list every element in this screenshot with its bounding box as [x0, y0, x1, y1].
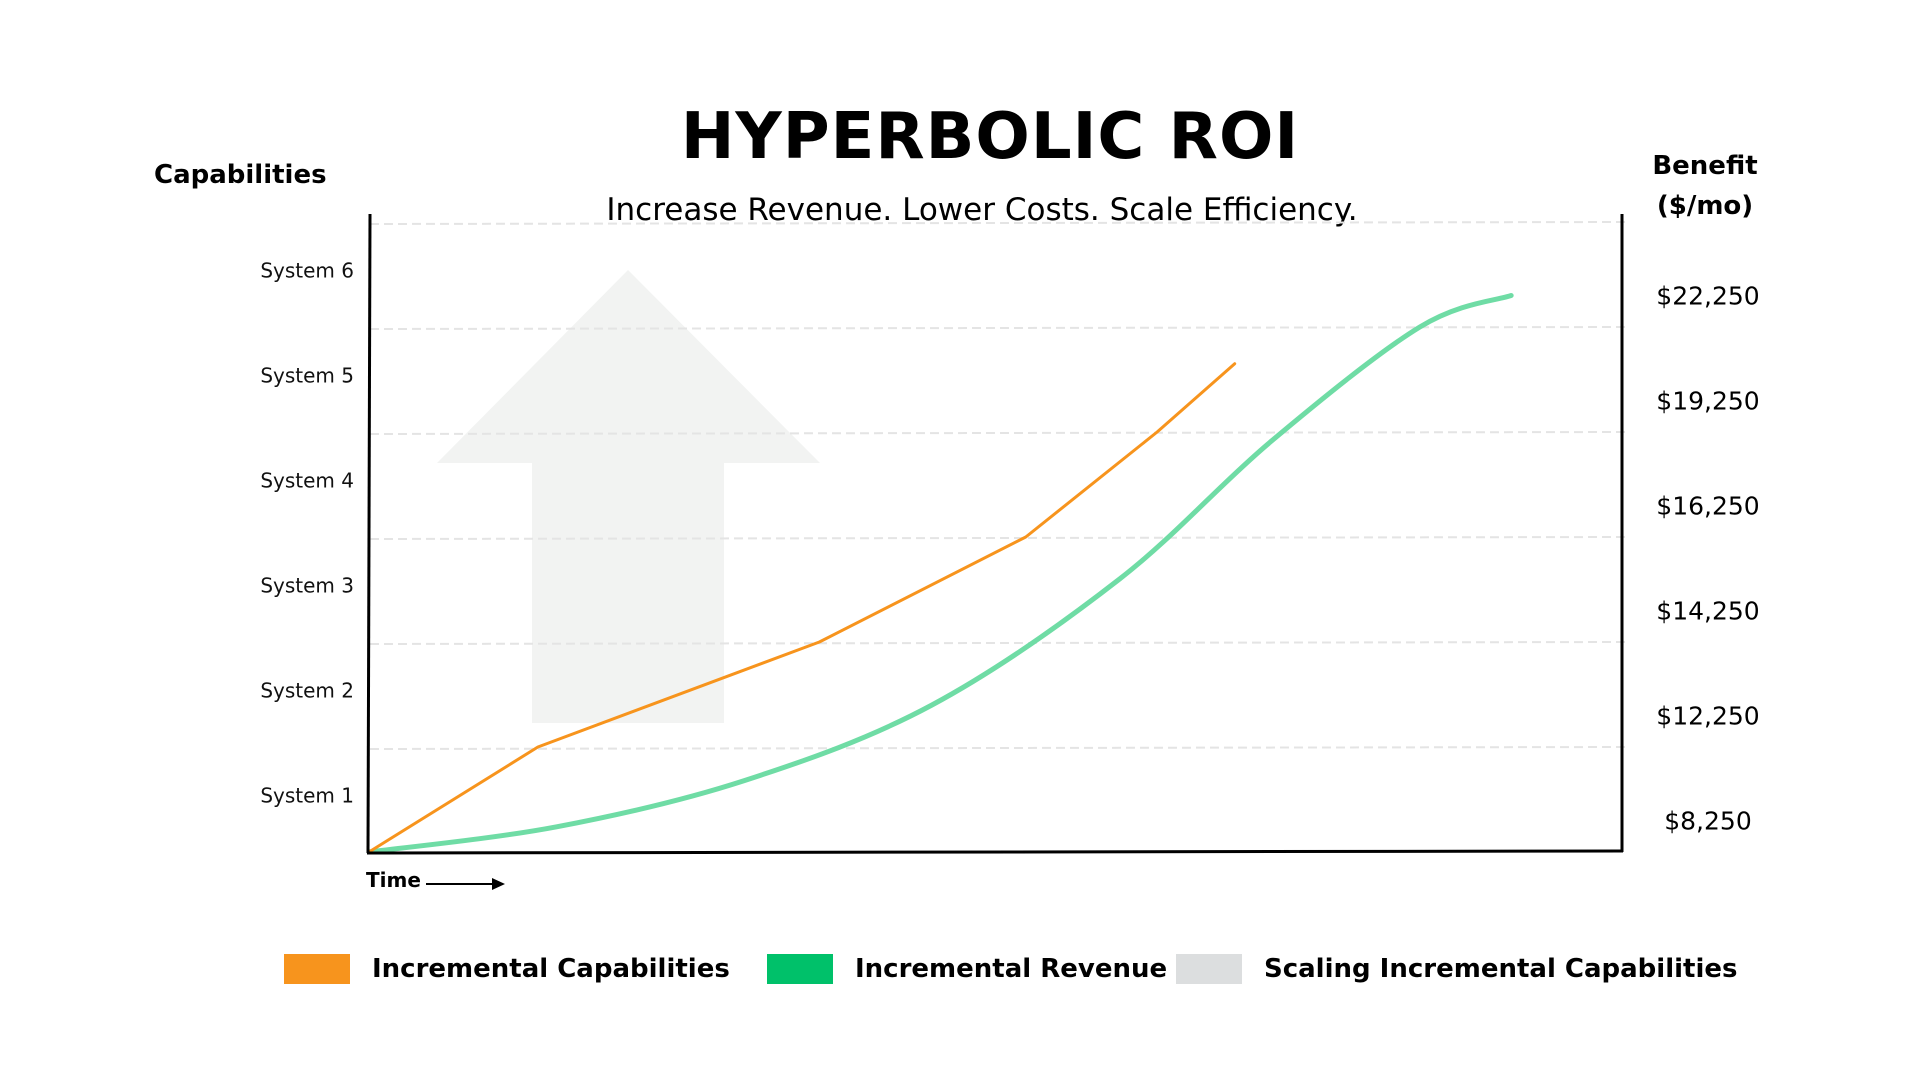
- benefit-tick-label: $22,250: [1656, 282, 1759, 311]
- benefit-tick-label: $16,250: [1656, 492, 1759, 521]
- x-axis-label: Time: [366, 868, 421, 892]
- benefit-tick-label: $12,250: [1656, 702, 1759, 731]
- benefit-tick-label: $8,250: [1664, 807, 1751, 836]
- benefit-tick-label: $19,250: [1656, 387, 1759, 416]
- left-axis-title: Capabilities: [154, 160, 327, 190]
- gridline: [369, 221, 1626, 225]
- time-arrow-head-icon: [492, 878, 505, 890]
- legend-label: Incremental Capabilities: [372, 954, 730, 984]
- capability-tick-label: System 6: [260, 259, 354, 283]
- capability-tick-label: System 2: [260, 679, 354, 703]
- legend-label: Incremental Revenue: [855, 954, 1168, 984]
- capability-tick-label: System 3: [260, 574, 354, 598]
- left-axis-line: [366, 213, 372, 854]
- legend-swatch-incremental-revenue: [767, 954, 833, 984]
- right-axis-title: Benefit ($/mo): [1620, 146, 1790, 226]
- series-line-incremental-capabilities: [367, 362, 1237, 854]
- series-line-incremental-revenue: [366, 293, 1514, 855]
- legend-item-scaling-incremental-capabilities: Scaling Incremental Capabilities: [1176, 944, 1737, 994]
- chart-title: HYPERBOLIC ROI: [680, 100, 1300, 174]
- right-axis-title-line2: ($/mo): [1656, 191, 1754, 221]
- gridline: [369, 746, 1626, 750]
- capability-tick-labels: System 1 System 2 System 3 System 4 System 5…: [260, 259, 354, 808]
- legend-item-incremental-revenue: Incremental Revenue: [767, 944, 1167, 994]
- legend-label: Scaling Incremental Capabilities: [1264, 954, 1738, 984]
- capability-tick-label: System 5: [260, 364, 354, 388]
- right-axis-title-line1: Benefit: [1652, 151, 1758, 181]
- legend: Incremental Capabilities Incremental Rev…: [0, 944, 1920, 994]
- benefit-tick-label: $14,250: [1656, 597, 1759, 626]
- capability-tick-label: System 1: [260, 784, 354, 808]
- capability-tick-label: System 4: [260, 469, 354, 493]
- benefit-tick-labels: $8,250 $12,250 $14,250 $16,250 $19,250 $22,25…: [1656, 282, 1759, 836]
- x-axis-line: [366, 849, 1624, 855]
- legend-item-incremental-capabilities: Incremental Capabilities: [284, 944, 730, 994]
- gridline: [369, 326, 1626, 330]
- legend-swatch-scaling-incremental-capabilities: [1176, 954, 1242, 984]
- legend-swatch-incremental-capabilities: [284, 954, 350, 984]
- scaling-up-arrow-icon: [437, 270, 820, 723]
